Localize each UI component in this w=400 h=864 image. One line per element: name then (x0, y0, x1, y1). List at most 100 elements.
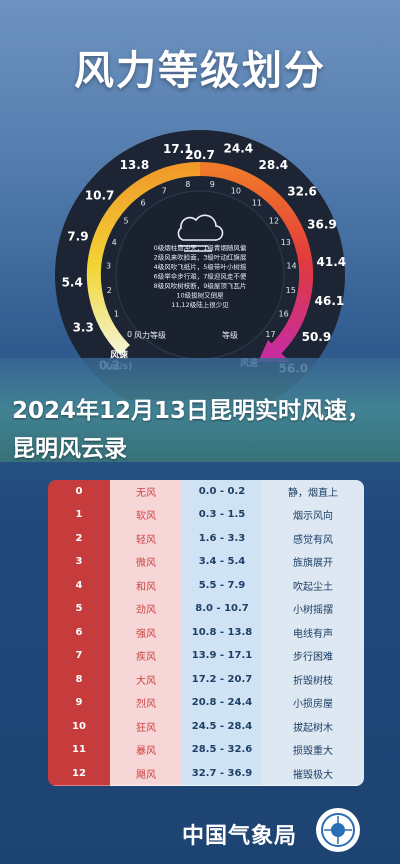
inner-level-number: 13 (281, 238, 291, 247)
inner-left-label: 风力等级 (134, 330, 166, 340)
inner-level-number: 9 (210, 180, 215, 189)
right-speed-labels: 20.724.428.432.636.941.446.150.956.0 (185, 142, 346, 376)
gauge-arc-right (199, 162, 314, 355)
inner-level-number: 2 (107, 286, 112, 295)
table-row: 10 狂风 24.5 - 28.4 拔起树木 (48, 714, 364, 739)
level-cell: 2 (48, 526, 110, 551)
table-row: 0 无风 0.0 - 0.2 静，烟直上 (48, 480, 364, 504)
desc-cell: 小损房屋 (262, 691, 364, 716)
inner-right-label: 等级 (222, 330, 238, 340)
wind-gauge: 0.23.35.47.910.713.817.1 20.724.428.432.… (55, 130, 346, 400)
inner-level-number: 6 (141, 199, 146, 208)
name-cell: 烈风 (110, 691, 182, 716)
table-row: 5 劲风 8.0 - 10.7 小树摇摆 (48, 597, 364, 622)
inner-level-number: 8 (185, 180, 190, 189)
left-speed-label: 7.9 (67, 230, 88, 244)
table-row: 11 暴风 28.5 - 32.6 损毁重大 (48, 738, 364, 763)
gauge-arrow-icon (258, 340, 290, 362)
left-speed-label: 13.8 (120, 158, 150, 172)
inner-level-number: 0 (127, 330, 132, 339)
table-row: 7 疾风 13.9 - 17.1 步行困难 (48, 644, 364, 669)
right-speed-label: 28.4 (259, 158, 289, 172)
right-speed-label: 50.9 (302, 330, 332, 344)
level-cell: 1 (48, 503, 110, 528)
right-speed-label: 24.4 (224, 142, 254, 156)
table-row: 12 飓风 32.7 - 36.9 摧毁极大 (48, 761, 364, 786)
right-speed-label: 20.7 (185, 148, 215, 162)
desc-cell: 旌旗展开 (262, 550, 364, 575)
speed-cell: 1.6 - 3.3 (182, 526, 262, 551)
level-cell: 0 (48, 480, 110, 504)
inner-level-number: 4 (112, 238, 117, 247)
desc-cell: 损毁重大 (262, 738, 364, 763)
level-cell: 6 (48, 620, 110, 645)
desc-cell: 拔起树木 (262, 714, 364, 739)
right-speed-label: 36.9 (307, 217, 337, 231)
right-speed-label: 46.1 (315, 294, 345, 308)
desc-cell: 吹起尘土 (262, 573, 364, 598)
name-cell: 劲风 (110, 597, 182, 622)
headline: 2024年12月13日昆明实时风速，昆明风云录 (12, 398, 371, 462)
gauge-arc-left (86, 162, 201, 355)
left-speed-label: 5.4 (62, 275, 83, 289)
right-speed-label: 32.6 (287, 184, 317, 198)
desc-cell: 静，烟直上 (262, 480, 364, 504)
speed-cell: 8.0 - 10.7 (182, 597, 262, 622)
inner-description-line: 8级风吹树枝断，9级屋顶飞瓦片 (154, 281, 247, 290)
speed-cell: 13.9 - 17.1 (182, 644, 262, 669)
desc-cell: 折毁树枝 (262, 667, 364, 692)
name-cell: 软风 (110, 503, 182, 528)
level-cell: 7 (48, 644, 110, 669)
speed-cell: 17.2 - 20.7 (182, 667, 262, 692)
inner-level-number: 11 (252, 199, 262, 208)
level-cell: 10 (48, 714, 110, 739)
inner-description-line: 4级风吹飞纸片，5级带叶小树摇 (154, 262, 247, 271)
name-cell: 飓风 (110, 761, 182, 786)
inner-level-number: 17 (265, 330, 275, 339)
desc-cell: 摧毁极大 (262, 761, 364, 786)
left-speed-label: 3.3 (73, 320, 94, 334)
level-cell: 9 (48, 691, 110, 716)
name-cell: 无风 (110, 480, 182, 504)
level-cell: 5 (48, 597, 110, 622)
right-speed-label: 41.4 (317, 255, 347, 269)
speed-cell: 0.0 - 0.2 (182, 480, 262, 504)
inner-description-line: 10级拔树又倒屋 (176, 291, 224, 300)
inner-description-lines: 0级烟柱直冲天，1级青烟随风偏2级风来吹脸面，3级叶动红旗展4级风吹飞纸片，5级… (154, 243, 247, 309)
level-cell: 8 (48, 667, 110, 692)
name-cell: 微风 (110, 550, 182, 575)
inner-description-line: 0级烟柱直冲天，1级青烟随风偏 (154, 243, 247, 252)
left-speed-label: 17.1 (163, 142, 193, 156)
inner-level-number: 10 (231, 186, 241, 195)
table-row: 1 软风 0.3 - 1.5 烟示风向 (48, 503, 364, 528)
level-cell: 3 (48, 550, 110, 575)
cma-logo-icon (316, 808, 360, 852)
table-row: 8 大风 17.2 - 20.7 折毁树枝 (48, 667, 364, 692)
name-cell: 强风 (110, 620, 182, 645)
inner-level-number: 15 (286, 286, 296, 295)
inner-level-number: 16 (278, 309, 288, 318)
speed-cell: 5.5 - 7.9 (182, 573, 262, 598)
speed-cell: 28.5 - 32.6 (182, 738, 262, 763)
inner-level-number: 3 (106, 262, 111, 271)
inner-level-number: 5 (123, 216, 128, 225)
speed-cell: 0.3 - 1.5 (182, 503, 262, 528)
name-cell: 大风 (110, 667, 182, 692)
inner-level-number: 14 (286, 262, 296, 271)
desc-cell: 烟示风向 (262, 503, 364, 528)
desc-cell: 步行困难 (262, 644, 364, 669)
wind-level-table: 0 无风 0.0 - 0.2 静，烟直上 1 软风 0.3 - 1.5 烟示风向 2 轻风 1.6 … (48, 480, 364, 786)
desc-cell: 小树摇摆 (262, 597, 364, 622)
inner-description-line: 11,12级陆上很少见 (171, 300, 229, 309)
page-title: 风力等级划分 (74, 48, 326, 94)
inner-description-line: 6级举伞步行艰，7级迎风走不便 (154, 272, 247, 281)
headline-band (0, 358, 400, 462)
cloud-wind-icon (177, 214, 224, 252)
speed-cell: 24.5 - 28.4 (182, 714, 262, 739)
speed-cell: 32.7 - 36.9 (182, 761, 262, 786)
inner-level-number: 12 (269, 216, 279, 225)
desc-cell: 感觉有风 (262, 526, 364, 551)
name-cell: 和风 (110, 573, 182, 598)
